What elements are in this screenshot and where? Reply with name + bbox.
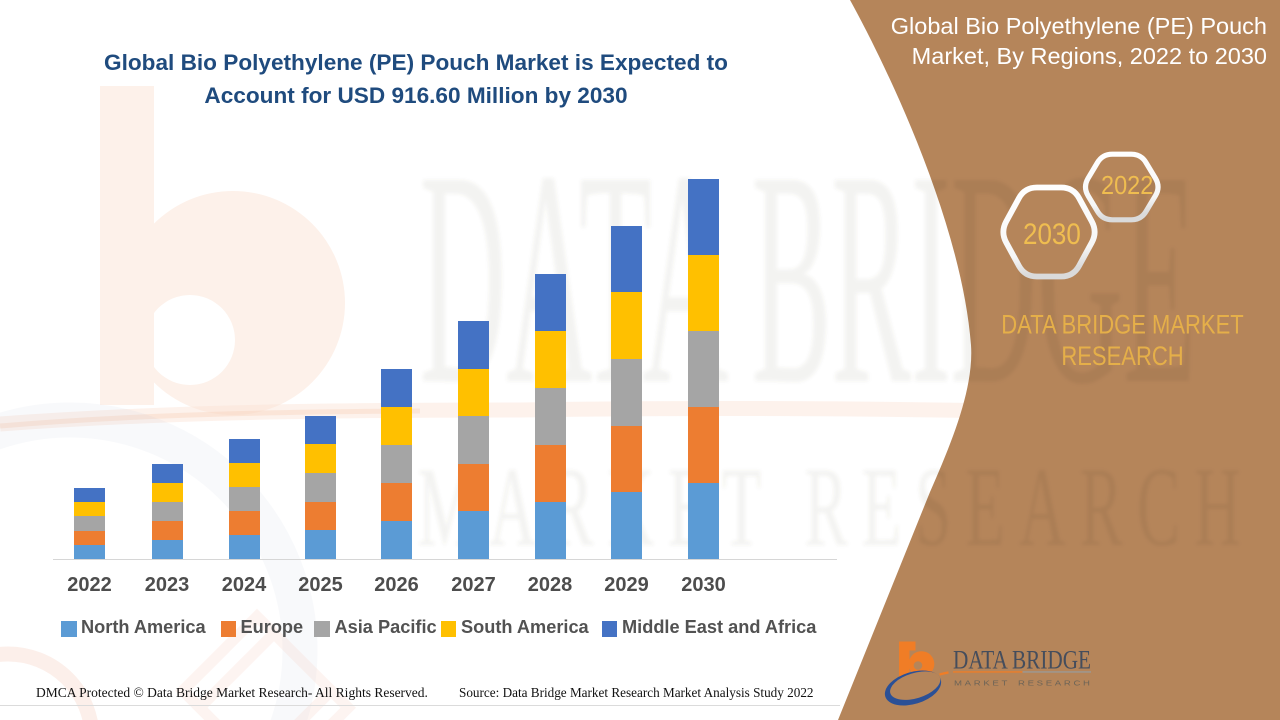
svg-text:DATA BRIDGE: DATA BRIDGE bbox=[953, 645, 1091, 675]
svg-text:M A R K E T R E S E A R C H: M A R K E T R E S E A R C H bbox=[954, 680, 1090, 687]
